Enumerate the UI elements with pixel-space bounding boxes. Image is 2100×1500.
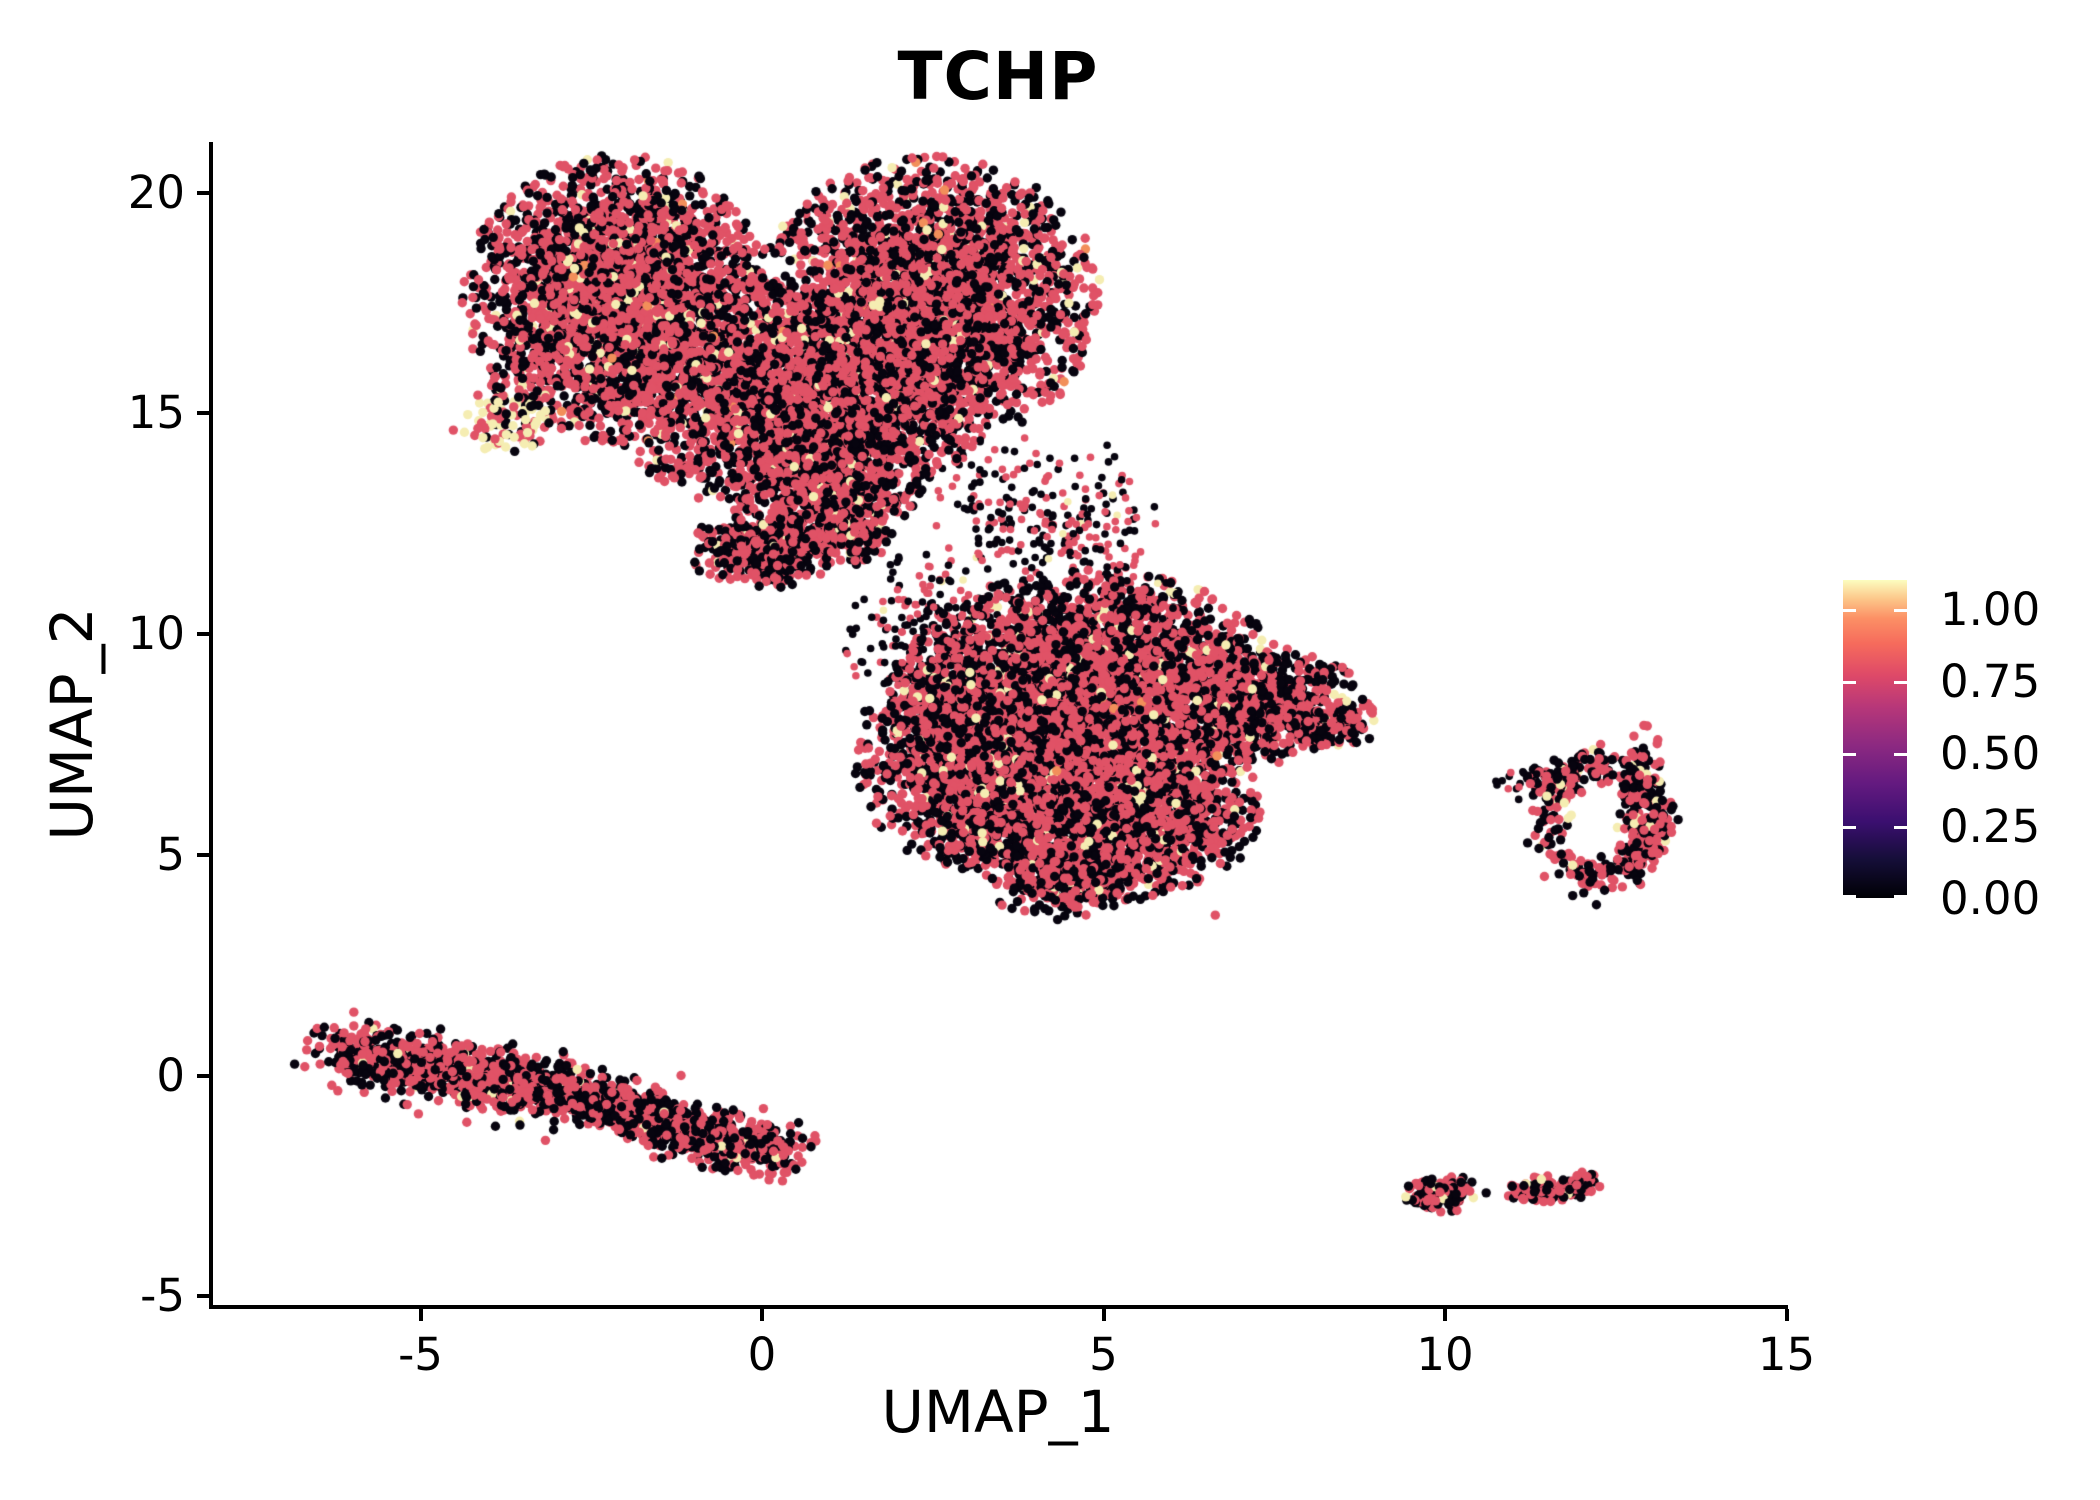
- colorbar-value-label: 1.00: [1940, 582, 2041, 636]
- colorbar-tick-mark: [1843, 825, 1856, 829]
- x-tick-mark: [418, 1309, 423, 1321]
- colorbar-value-label: 0.00: [1940, 872, 2041, 925]
- x-axis-line: [209, 1305, 1788, 1309]
- x-tick-mark: [1784, 1309, 1789, 1321]
- colorbar-tick-mark: [1843, 753, 1856, 757]
- colorbar-value-label: 0.25: [1940, 799, 2041, 853]
- colorbar-tick-mark: [1843, 608, 1856, 612]
- y-axis-line: [209, 142, 213, 1309]
- colorbar-tick-mark: [1843, 895, 1856, 898]
- colorbar-tick-mark: [1894, 825, 1907, 829]
- colorbar-value-label: 0.75: [1940, 655, 2041, 709]
- colorbar-value-label: 0.50: [1940, 727, 2041, 781]
- y-tick-label: 15: [127, 386, 185, 440]
- colorbar-tick-mark: [1894, 681, 1907, 685]
- x-tick-label: 10: [1416, 1328, 1474, 1381]
- x-tick-mark: [760, 1309, 764, 1321]
- x-tick-mark: [1101, 1309, 1106, 1321]
- plot-title: TCHP: [897, 38, 1099, 115]
- y-tick-mark: [197, 632, 209, 636]
- y-tick-mark: [197, 411, 209, 416]
- expression-colorbar: [1843, 580, 1907, 898]
- x-tick-label: 15: [1757, 1328, 1816, 1381]
- y-tick-mark: [197, 852, 209, 857]
- colorbar-tick-mark: [1894, 753, 1907, 757]
- y-tick-label: 10: [127, 607, 185, 660]
- y-tick-label: 0: [156, 1048, 185, 1102]
- colorbar-tick-mark: [1894, 895, 1907, 898]
- x-tick-mark: [1443, 1309, 1447, 1321]
- x-tick-label: 0: [747, 1328, 777, 1381]
- y-tick-mark: [197, 190, 209, 195]
- y-tick-mark: [197, 1294, 209, 1299]
- y-tick-mark: [197, 1073, 209, 1078]
- y-tick-label: 20: [127, 165, 185, 219]
- colorbar-tick-mark: [1894, 608, 1907, 612]
- x-tick-label: 5: [1089, 1328, 1118, 1381]
- y-tick-label: -5: [140, 1269, 185, 1323]
- x-tick-label: -5: [398, 1328, 443, 1381]
- x-axis-title: UMAP_1: [881, 1378, 1115, 1446]
- colorbar-tick-mark: [1843, 681, 1856, 685]
- y-tick-label: 5: [156, 827, 185, 881]
